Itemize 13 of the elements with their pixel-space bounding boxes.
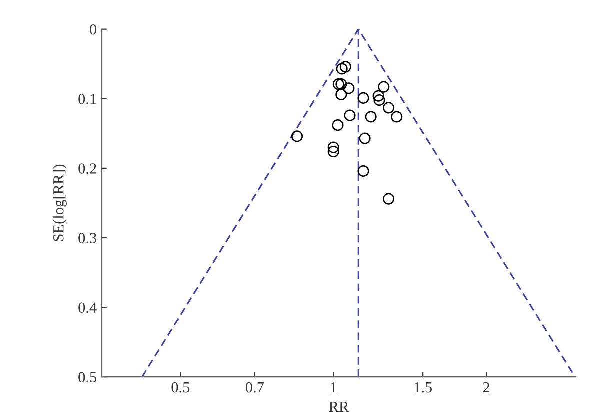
x-tick-label: 0.7 [246, 382, 264, 393]
y-tick-label: 0.3 [78, 233, 97, 244]
x-tick-label: 2 [483, 382, 490, 393]
y-tick-label: 0.1 [78, 94, 96, 104]
x-tick-label: 0.5 [172, 382, 190, 393]
y-tick-label: 0 [90, 24, 97, 35]
y-tick-label: 0.4 [78, 302, 97, 314]
x-tick-label: 1 [331, 382, 337, 393]
x-tick-label: 1.5 [414, 382, 432, 393]
x-axis-title: RR [329, 402, 350, 412]
y-tick-label: 0.2 [78, 164, 96, 174]
y-tick-label: 0.5 [78, 372, 97, 383]
y-axis-title: SE(log[RR]) [53, 164, 67, 242]
